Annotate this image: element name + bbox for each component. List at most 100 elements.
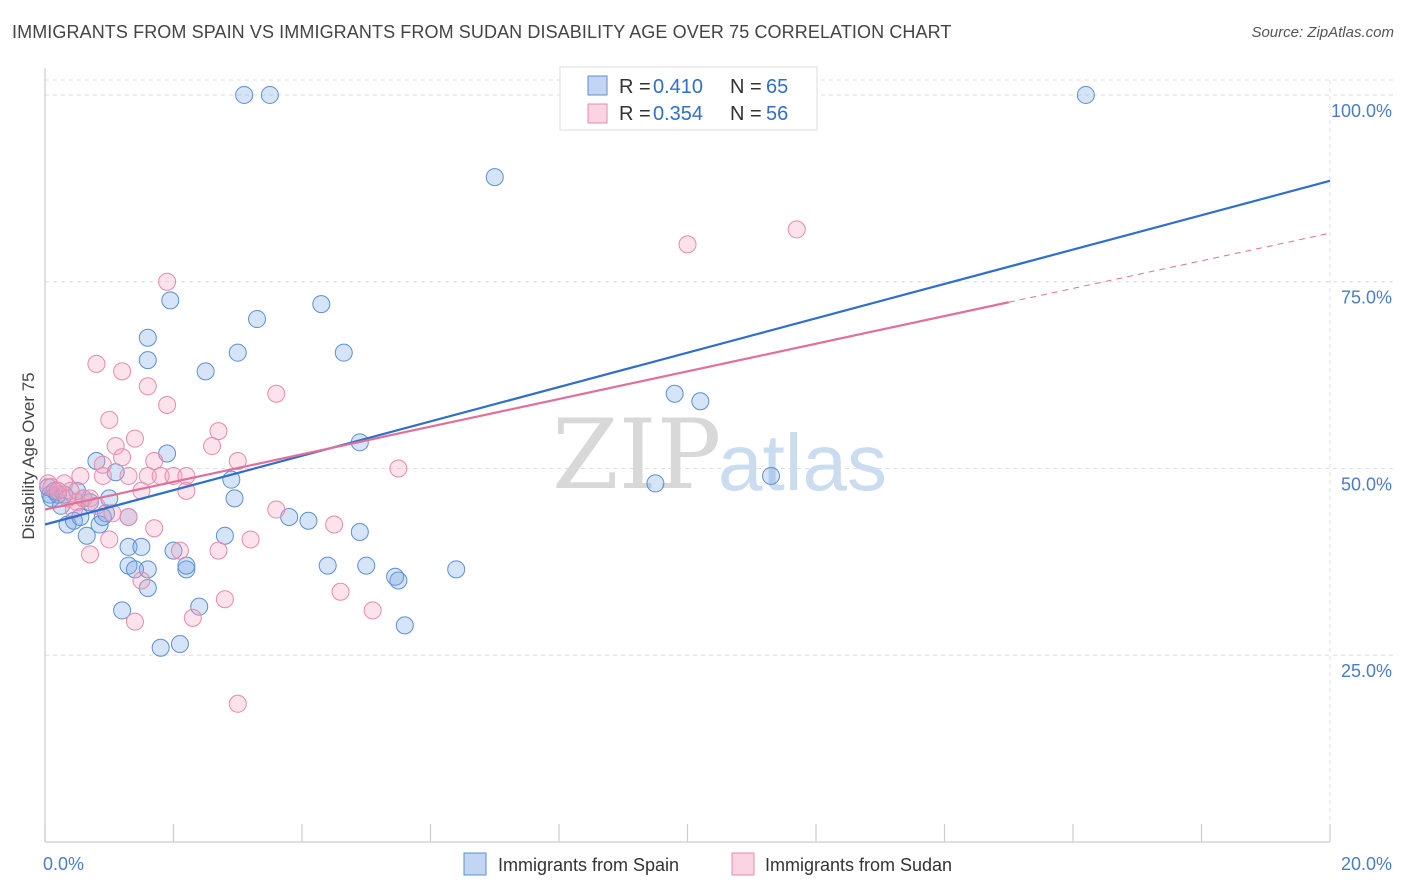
point-spain	[665, 384, 684, 403]
point-sudan	[215, 590, 234, 609]
point-sudan	[48, 481, 67, 500]
point-spain	[646, 474, 665, 493]
point-spain	[138, 579, 157, 597]
point-sudan	[331, 582, 350, 601]
point-sudan	[138, 466, 157, 485]
trend-line-spain	[44, 179, 1331, 526]
y-tick-label: 50.0%	[1341, 474, 1392, 494]
point-sudan	[145, 519, 164, 538]
y-axis-label: Disability Age Over 75	[19, 372, 38, 539]
point-spain	[228, 343, 247, 362]
bottom-legend: Immigrants from Spain Immigrants from Su…	[463, 852, 952, 876]
point-spain	[151, 638, 170, 657]
point-sudan	[145, 452, 164, 470]
point-sudan	[678, 235, 697, 254]
point-sudan	[241, 530, 260, 549]
source-label: Source: ZipAtlas.com	[1251, 24, 1394, 41]
legend-r-label: R =	[619, 103, 651, 125]
point-sudan	[787, 220, 806, 239]
point-spain	[299, 511, 318, 530]
point-sudan	[267, 500, 286, 519]
point-sudan	[132, 571, 151, 590]
point-spain	[447, 560, 466, 579]
bottom-legend-label-spain: Immigrants from Spain	[498, 855, 679, 875]
point-sudan	[158, 395, 177, 414]
point-spain	[164, 541, 183, 560]
point-spain	[235, 85, 254, 104]
point-sudan	[209, 541, 228, 560]
point-sudan	[363, 601, 382, 620]
point-spain	[260, 85, 279, 104]
legend-n-value: 65	[766, 76, 788, 98]
point-sudan	[228, 694, 247, 713]
point-spain	[113, 601, 132, 620]
x-tick-label: 0.0%	[43, 854, 84, 874]
point-spain	[177, 556, 196, 575]
series-spain-points	[39, 85, 1095, 657]
legend-frame	[559, 66, 818, 131]
point-sudan	[228, 452, 247, 470]
point-sudan	[183, 608, 202, 627]
point-sudan	[170, 541, 189, 560]
watermark-atlas: atlas	[718, 418, 887, 507]
point-spain	[125, 560, 144, 579]
point-spain	[248, 310, 267, 329]
point-sudan	[125, 612, 144, 631]
point-sudan	[177, 466, 196, 485]
point-spain	[138, 351, 157, 370]
point-sudan	[106, 437, 125, 456]
point-sudan	[113, 362, 132, 381]
bottom-legend-label-sudan: Immigrants from Sudan	[765, 855, 952, 875]
trend-line-sudan	[44, 301, 1009, 511]
point-spain	[170, 635, 189, 654]
point-spain	[119, 537, 138, 556]
legend-r-value: 0.354	[653, 103, 703, 125]
point-sudan	[100, 410, 119, 429]
point-spain	[225, 489, 244, 508]
point-spain	[350, 522, 369, 541]
tick-labels: 25.0% 50.0% 75.0% 100.0% 0.0% 20.0%	[43, 101, 1392, 874]
point-sudan	[113, 448, 132, 467]
chart-title: IMMIGRANTS FROM SPAIN VS IMMIGRANTS FROM…	[12, 22, 952, 42]
point-sudan	[325, 515, 344, 534]
point-sudan	[138, 377, 157, 396]
bottom-legend-swatch-sudan	[731, 852, 755, 876]
point-sudan	[125, 429, 144, 448]
point-sudan	[58, 489, 77, 508]
point-sudan	[71, 466, 90, 485]
legend-r-label: R =	[619, 76, 651, 98]
point-spain	[357, 556, 376, 575]
trend-lines	[44, 179, 1331, 526]
point-spain	[691, 392, 710, 411]
point-sudan	[203, 437, 222, 456]
point-sudan	[267, 384, 286, 403]
y-tick-label: 75.0%	[1341, 288, 1392, 308]
series-sudan-points	[39, 220, 806, 713]
y-tick-label: 25.0%	[1341, 661, 1392, 681]
point-spain	[161, 291, 180, 310]
trend-line-sudan-extension	[1008, 232, 1331, 303]
watermark-zip: ZIP	[552, 399, 721, 511]
bottom-legend-swatch-spain	[463, 852, 487, 876]
legend-n-label: N =	[730, 103, 762, 125]
point-sudan	[80, 545, 99, 564]
point-spain	[132, 537, 151, 556]
point-spain	[138, 328, 157, 347]
point-sudan	[55, 474, 74, 493]
legend-n-value: 56	[766, 103, 788, 125]
point-sudan	[119, 466, 138, 485]
legend-box: R = 0.410 N = 65 R = 0.354 N = 56	[559, 66, 818, 131]
legend-r-value: 0.410	[653, 76, 703, 98]
point-sudan	[158, 272, 177, 291]
point-spain	[312, 295, 331, 314]
point-sudan	[100, 530, 119, 549]
point-spain	[196, 362, 215, 381]
x-tick-label: 20.0%	[1341, 854, 1392, 874]
legend-swatch-spain	[587, 75, 608, 96]
point-sudan	[93, 455, 112, 474]
watermark: ZIP atlas	[552, 399, 887, 511]
y-tick-label: 100.0%	[1331, 101, 1392, 121]
point-spain	[1076, 85, 1095, 104]
point-spain	[334, 343, 353, 362]
